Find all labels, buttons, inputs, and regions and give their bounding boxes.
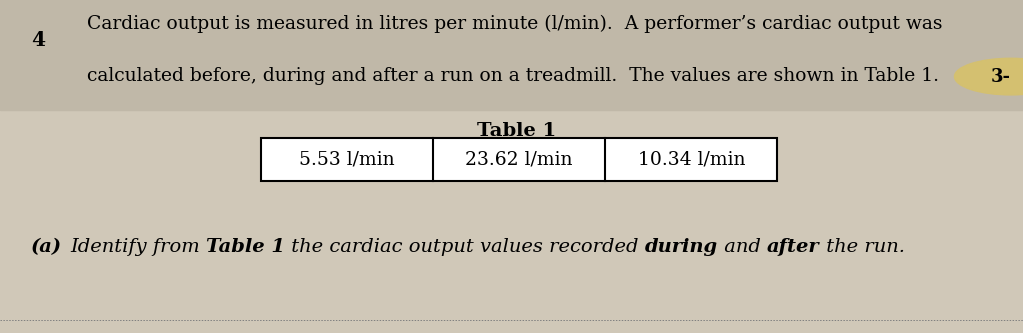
Text: during: during <box>644 238 718 256</box>
Text: and: and <box>718 238 767 256</box>
Text: calculated before, during and after a run on a treadmill.  The values are shown : calculated before, during and after a ru… <box>87 67 939 85</box>
Text: 10.34 l/min: 10.34 l/min <box>637 151 745 169</box>
Text: Identify from: Identify from <box>70 238 206 256</box>
Bar <box>261 138 777 181</box>
Text: 5.53 l/min: 5.53 l/min <box>299 151 395 169</box>
Text: (a): (a) <box>31 238 61 256</box>
Text: Table 1: Table 1 <box>477 122 557 140</box>
Circle shape <box>954 58 1023 95</box>
Text: 23.62 l/min: 23.62 l/min <box>465 151 573 169</box>
Text: after: after <box>767 238 819 256</box>
Text: Cardiac output is measured in litres per minute (l/min).  A performer’s cardiac : Cardiac output is measured in litres per… <box>87 15 942 33</box>
Text: Table 1: Table 1 <box>206 238 285 256</box>
Text: the run.: the run. <box>819 238 904 256</box>
Text: the cardiac output values recorded: the cardiac output values recorded <box>285 238 644 256</box>
Text: 4: 4 <box>31 30 45 50</box>
Bar <box>0 0 1023 110</box>
Text: 3-: 3- <box>990 68 1011 86</box>
